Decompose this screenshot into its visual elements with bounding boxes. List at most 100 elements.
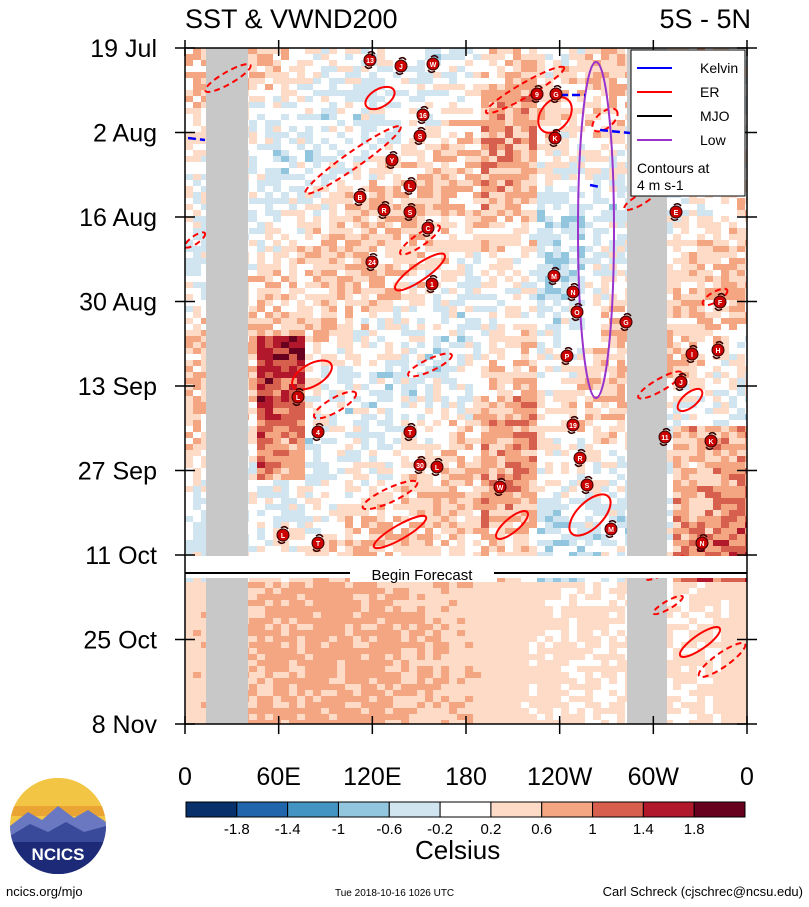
heat-cell <box>673 354 681 360</box>
heat-cell <box>449 180 457 186</box>
heat-cell <box>345 228 353 234</box>
heat-cell <box>697 402 705 408</box>
heat-cell <box>697 270 705 276</box>
heat-cell <box>289 408 297 414</box>
heat-cell <box>713 456 721 462</box>
heat-cell <box>593 348 601 354</box>
heat-cell <box>729 198 737 204</box>
heat-cell <box>249 138 257 144</box>
heat-cell <box>193 234 201 240</box>
heat-cell <box>425 258 433 264</box>
heat-cell <box>417 384 425 390</box>
heat-cell <box>257 252 265 258</box>
heat-cell <box>257 228 265 234</box>
heat-cell <box>465 54 473 60</box>
heat-cell <box>425 126 433 132</box>
heat-cell <box>345 444 353 450</box>
heat-cell <box>569 210 577 216</box>
heat-cell <box>529 270 537 276</box>
heat-cell <box>561 204 569 210</box>
heat-cell <box>473 456 481 462</box>
heat-cell <box>713 426 721 432</box>
heat-cell <box>577 216 585 222</box>
heat-cell <box>329 276 337 282</box>
heat-cell <box>745 378 747 384</box>
heat-cell <box>369 198 377 204</box>
heat-cell <box>585 162 593 168</box>
heat-cell <box>265 174 273 180</box>
heat-cell <box>617 462 625 468</box>
heat-cell <box>265 408 273 414</box>
heat-cell <box>553 450 561 456</box>
heat-cell <box>537 462 545 468</box>
heat-cell <box>345 96 353 102</box>
heat-cell <box>289 102 297 108</box>
heat-cell <box>681 240 689 246</box>
heat-cell <box>665 222 673 228</box>
heat-cell <box>441 90 449 96</box>
heat-cell <box>705 414 713 420</box>
heat-cell <box>257 48 265 54</box>
heat-cell <box>737 402 745 408</box>
heat-cell <box>305 54 313 60</box>
heat-cell <box>713 282 721 288</box>
heat-cell <box>201 138 209 144</box>
heat-cell <box>265 276 273 282</box>
heat-cell <box>297 270 305 276</box>
heat-cell <box>249 66 257 72</box>
heat-cell <box>505 408 513 414</box>
heat-cell <box>665 342 673 348</box>
heat-cell <box>697 432 705 438</box>
heat-cell <box>417 318 425 324</box>
heat-cell <box>193 216 201 222</box>
heat-cell <box>313 174 321 180</box>
heat-cell <box>585 96 593 102</box>
heat-cell <box>569 204 577 210</box>
heat-cell <box>585 126 593 132</box>
heat-cell <box>185 126 193 132</box>
heat-cell <box>713 234 721 240</box>
heat-cell <box>409 354 417 360</box>
heat-cell <box>689 390 697 396</box>
heat-cell <box>673 252 681 258</box>
heat-cell <box>529 222 537 228</box>
heat-cell <box>265 48 273 54</box>
heat-cell <box>593 402 601 408</box>
heat-cell <box>529 54 537 60</box>
heat-cell <box>457 180 465 186</box>
heat-cell <box>729 252 737 258</box>
heat-cell <box>185 240 193 246</box>
heat-cell <box>377 372 385 378</box>
heat-cell <box>561 378 569 384</box>
heat-cell <box>513 198 521 204</box>
heat-cell <box>681 264 689 270</box>
heat-cell <box>497 144 505 150</box>
heat-cell <box>665 276 673 282</box>
heat-cell <box>385 198 393 204</box>
heat-cell <box>489 390 497 396</box>
heat-cell <box>401 408 409 414</box>
heat-cell <box>609 108 617 114</box>
heat-cell <box>737 330 745 336</box>
heat-cell <box>721 306 729 312</box>
heat-cell <box>337 234 345 240</box>
heat-cell <box>385 144 393 150</box>
heat-cell <box>561 384 569 390</box>
heat-cell <box>489 336 497 342</box>
heat-cell <box>617 132 625 138</box>
heat-cell <box>449 48 457 54</box>
heat-cell <box>337 144 345 150</box>
heat-cell <box>329 126 337 132</box>
heat-cell <box>721 210 729 216</box>
heat-cell <box>569 300 577 306</box>
heat-cell <box>465 222 473 228</box>
heat-cell <box>185 300 193 306</box>
heat-cell <box>601 396 609 402</box>
heat-cell <box>457 114 465 120</box>
heat-cell <box>273 90 281 96</box>
heat-cell <box>185 258 193 264</box>
heat-cell <box>473 162 481 168</box>
heat-cell <box>329 174 337 180</box>
heat-cell <box>513 240 521 246</box>
heat-cell <box>521 252 529 258</box>
